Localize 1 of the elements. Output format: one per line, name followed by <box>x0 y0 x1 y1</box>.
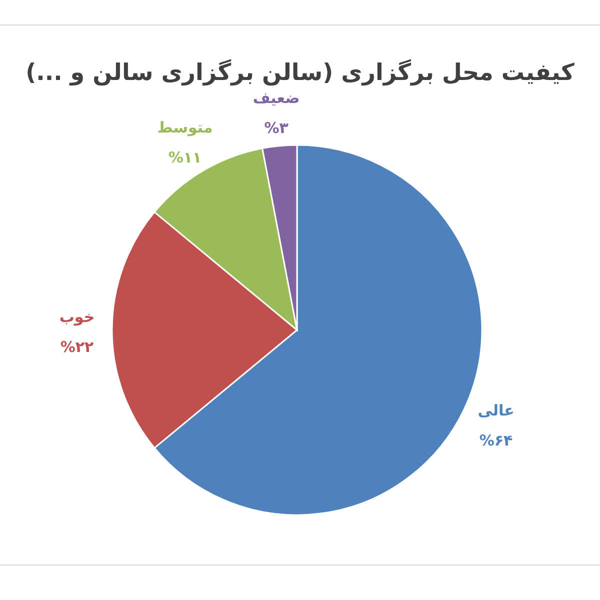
title: کیفیت محل برگزاری (سالن برگزاری سالن و ...) <box>26 60 574 86</box>
